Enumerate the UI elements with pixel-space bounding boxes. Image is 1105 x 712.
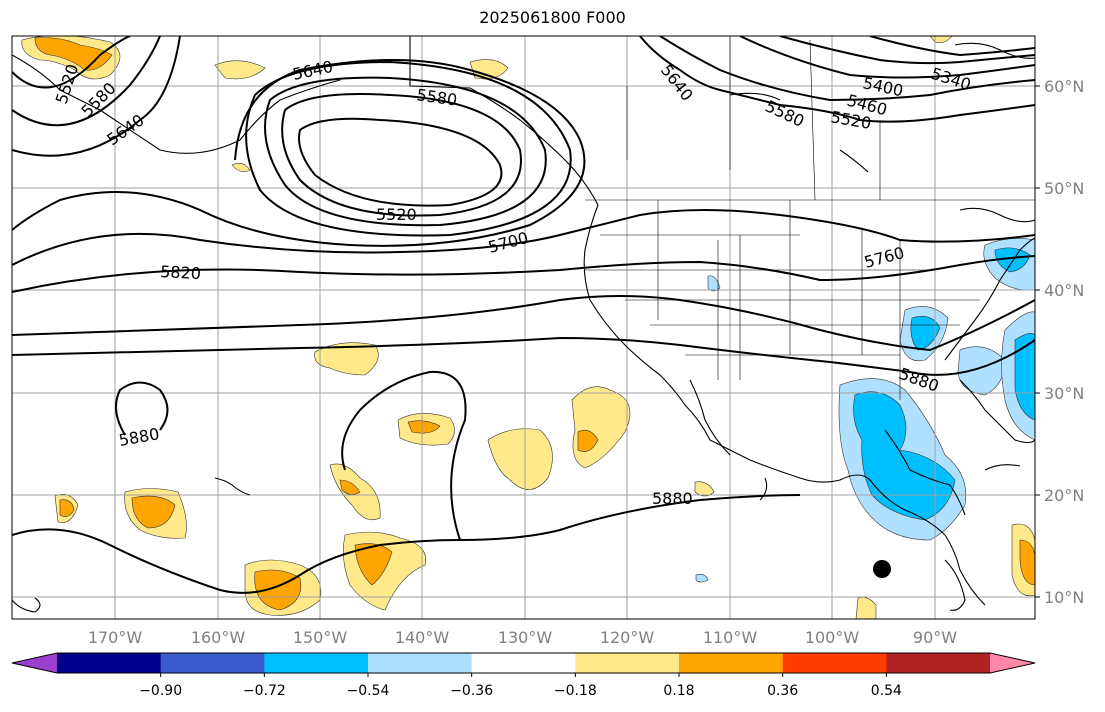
- lon-labels: 170°W 160°W 150°W 140°W 130°W 120°W 110°…: [88, 628, 957, 647]
- colorbar-segment: [57, 653, 162, 673]
- lat-label: 60°N: [1044, 77, 1084, 96]
- colorbar-min-extend: [12, 653, 57, 673]
- colorbar-segment: [886, 653, 991, 673]
- location-marker: [873, 560, 891, 578]
- colorbar-tick-label: 0.18: [663, 683, 694, 699]
- map-title: 2025061800 F000: [479, 8, 626, 27]
- contour-label: 5820: [160, 262, 202, 283]
- colorbar: −0.90 −0.72 −0.54 −0.36 −0.18 0.18 0.36 0.54: [11, 652, 1036, 699]
- lon-label: 150°W: [293, 628, 348, 647]
- colorbar-segment: [471, 653, 576, 673]
- lon-label: 110°W: [703, 628, 758, 647]
- colorbar-tick-label: −0.90: [139, 683, 182, 699]
- lat-label: 50°N: [1044, 179, 1084, 198]
- lat-label: 30°N: [1044, 384, 1084, 403]
- lon-label: 90°W: [913, 628, 957, 647]
- colorbar-outline: [11, 652, 1036, 674]
- colorbar-ticks: −0.90 −0.72 −0.54 −0.36 −0.18 0.18 0.36 0.54: [139, 673, 902, 699]
- colorbar-segment: [160, 653, 265, 673]
- colorbar-segment: [575, 653, 680, 673]
- colorbar-tick-label: 0.36: [767, 683, 798, 699]
- map-frame: [11, 35, 1036, 620]
- colorbar-tick-label: −0.54: [347, 683, 390, 699]
- lon-label: 140°W: [395, 628, 450, 647]
- lon-label: 130°W: [498, 628, 553, 647]
- colorbar-segment: [679, 653, 784, 673]
- lon-label: 170°W: [88, 628, 143, 647]
- precip-shading: [21, 36, 1035, 619]
- coastlines: [12, 36, 1035, 613]
- lon-label: 100°W: [805, 628, 860, 647]
- lat-label: 20°N: [1044, 486, 1084, 505]
- colorbar-tick-label: 0.54: [871, 683, 902, 699]
- map-panel: 5520 5580 5640 5640 5580 5520 5700 5820 …: [12, 36, 1035, 619]
- height-contours: [12, 36, 1035, 594]
- lon-label: 120°W: [600, 628, 655, 647]
- lat-label: 10°N: [1044, 588, 1084, 607]
- colorbar-tick-label: −0.36: [450, 683, 493, 699]
- lat-ticks: [1035, 85, 1040, 598]
- contour-label: 5880: [652, 489, 693, 508]
- lon-label: 160°W: [191, 628, 246, 647]
- lat-labels: 60°N 50°N 40°N 30°N 20°N 10°N: [1044, 77, 1084, 607]
- colorbar-segment: [264, 653, 369, 673]
- contour-label: 5520: [376, 205, 417, 224]
- colorbar-segment: [368, 653, 473, 673]
- colorbar-segments: [57, 653, 991, 673]
- colorbar-tick-label: −0.72: [243, 683, 286, 699]
- lat-label: 40°N: [1044, 281, 1084, 300]
- colorbar-segment: [782, 653, 887, 673]
- colorbar-max-extend: [990, 653, 1035, 673]
- colorbar-tick-label: −0.18: [554, 683, 597, 699]
